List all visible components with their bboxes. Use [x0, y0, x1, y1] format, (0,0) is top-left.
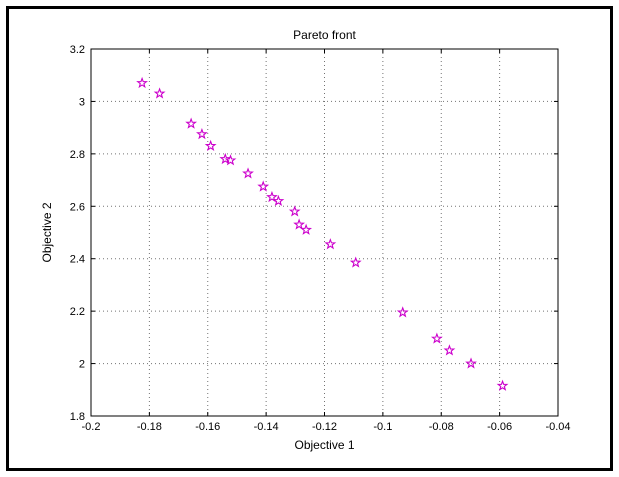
pareto-scatter-plot: Pareto front -0.2 -0.18 -0.16 -0.14 -0.12 -0.… [40, 28, 571, 452]
data-point-star [443, 344, 456, 356]
data-point-star [257, 180, 270, 192]
data-point-star [266, 190, 278, 203]
data-points [136, 76, 509, 391]
y-tick-label: 1.8 [70, 411, 85, 423]
data-point-star [153, 87, 166, 99]
data-point-star [242, 167, 254, 179]
data-point-star [272, 194, 285, 207]
x-axis-label: Objective 1 [294, 438, 354, 452]
x-tick-label: -0.2 [82, 421, 101, 433]
data-point-star [324, 238, 337, 250]
x-tick-label: -0.08 [429, 421, 454, 433]
y-tick-label: 2.8 [70, 149, 85, 161]
data-point-star [349, 256, 362, 268]
data-point-star [185, 117, 198, 129]
data-point-star [136, 76, 148, 89]
data-point-star [496, 379, 509, 391]
x-tick-label: -0.12 [312, 421, 337, 433]
axes-box [90, 48, 559, 417]
data-point-star [430, 332, 443, 344]
x-tick-label: -0.04 [545, 421, 570, 433]
x-tick-label: -0.16 [195, 421, 220, 433]
y-tick-label: 2 [79, 359, 85, 371]
data-point-star [224, 154, 237, 166]
y-tick-label: 2.4 [70, 254, 85, 266]
data-point-star [300, 223, 313, 235]
data-point-star [396, 306, 409, 318]
y-tick-label: 3 [79, 96, 85, 108]
data-point-star [204, 139, 217, 152]
ticks: -0.2 -0.18 -0.16 -0.14 -0.12 -0.1 -0.08 -0.06 -0… [70, 44, 571, 433]
grid-lines [91, 49, 558, 416]
data-point-star [219, 152, 232, 165]
figure-window: Pareto front -0.2 -0.18 -0.16 -0.14 -0.12 -0.… [6, 6, 613, 471]
x-tick-label: -0.1 [373, 421, 392, 433]
data-point-star [465, 357, 477, 369]
x-tick-label: -0.14 [254, 421, 279, 433]
y-tick-label: 2.2 [70, 306, 85, 318]
x-tick-label: -0.06 [487, 421, 512, 433]
x-tick-label: -0.18 [137, 421, 162, 433]
y-axis-label: Objective 2 [40, 202, 54, 262]
chart-title: Pareto front [293, 28, 356, 42]
data-point-star [288, 205, 301, 217]
data-point-star [293, 218, 306, 230]
y-tick-label: 2.6 [70, 201, 85, 213]
y-tick-label: 3.2 [70, 44, 85, 56]
data-point-star [196, 127, 208, 140]
